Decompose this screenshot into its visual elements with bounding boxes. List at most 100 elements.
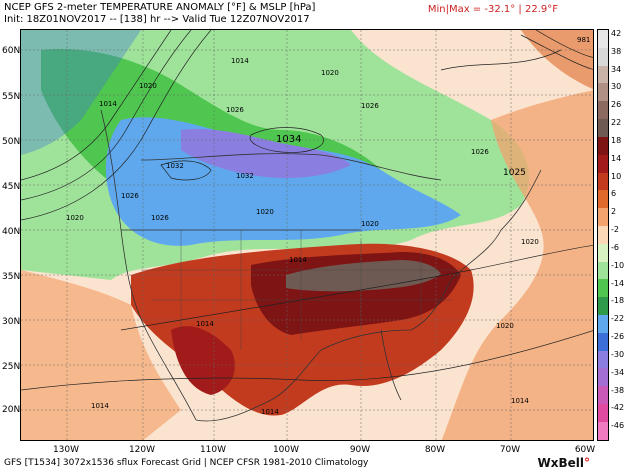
colorbar-label: -34 (611, 367, 625, 377)
isobar-label: 1026 (361, 102, 379, 110)
colorbar-label: 22 (611, 118, 622, 128)
lat-label: 30N (2, 317, 21, 327)
colorbar-swatch (598, 421, 608, 440)
colorbar-label: -30 (611, 349, 625, 359)
colorbar-swatch (598, 172, 608, 191)
colorbar-label: 14 (611, 153, 622, 163)
isobar-label: 1020 (256, 208, 274, 216)
colorbar-label: 42 (611, 29, 622, 38)
colorbar-label: 30 (611, 82, 622, 92)
lat-label: 60N (2, 46, 21, 56)
isobar-label: 1026 (121, 192, 139, 200)
lon-label: 80W (424, 445, 446, 455)
greenland-warm-patch (521, 30, 593, 90)
colorbar-swatch (598, 154, 608, 173)
isobar-label: 1020 (361, 220, 379, 228)
graticule (21, 30, 593, 440)
lat-label: 50N (2, 137, 21, 147)
colorbar-swatch (598, 47, 608, 66)
init-valid-line: Init: 18Z01NOV2017 -- [138] hr --> Valid… (4, 14, 310, 25)
lat-label: 40N (2, 227, 21, 237)
pressure-labels: 1014 1020 1014 1026 1020 1026 1034 1032 … (66, 36, 590, 416)
colorbar-swatch (598, 315, 608, 333)
isobar-label: 1020 (496, 322, 514, 330)
colorbar-swatch (598, 65, 608, 84)
hot-zone-gray (286, 260, 441, 292)
colorbar-label: -14 (611, 278, 625, 288)
colorbar-label: -42 (611, 403, 625, 413)
brand-logo: WxBell° (537, 456, 591, 470)
isobar-label: 1034 (276, 134, 301, 145)
temperature-anomaly-map: 1014 1020 1014 1026 1020 1026 1034 1032 … (20, 29, 594, 441)
lon-label: 130W (52, 445, 80, 455)
isobar-label: 1020 (521, 238, 539, 246)
colorbar-label: 6 (611, 189, 617, 199)
isobar-label: 1025 (503, 168, 526, 178)
colorbar-swatch (598, 83, 608, 102)
colorbar-label: 38 (611, 46, 622, 56)
colorbar-label: -6 (611, 242, 619, 252)
isobar-label: 1020 (139, 82, 157, 90)
colorbar-swatch (598, 136, 608, 155)
lon-label: 60W (574, 445, 596, 455)
isobar-label: 1014 (231, 57, 249, 65)
colorbar-label: -38 (611, 385, 625, 395)
colorbar-label: -10 (611, 260, 625, 270)
colorbar-swatch (598, 368, 608, 387)
lon-label: 90W (349, 445, 371, 455)
anomaly-colorbar (597, 29, 609, 441)
pacific-cool-patch (21, 30, 141, 155)
colorbar-label: -46 (611, 421, 625, 431)
colorbar-swatch (598, 225, 608, 244)
colorbar-swatch (598, 297, 608, 315)
lat-label: 25N (2, 362, 21, 372)
colorbar-label: 18 (611, 135, 622, 145)
isobar-label: 1032 (236, 172, 254, 180)
colorbar-swatch (598, 332, 608, 351)
lon-label: 110W (199, 445, 227, 455)
colorbar-label: 26 (611, 100, 622, 110)
isobar-label: 981 (577, 36, 590, 44)
isobar-label: 1014 (289, 256, 307, 264)
isobar-label: 1014 (511, 397, 529, 405)
colorbar-swatch (598, 119, 608, 137)
colorbar-label: 34 (611, 64, 622, 74)
colorbar-swatch (598, 190, 608, 209)
map-canvas: 1014 1020 1014 1026 1020 1026 1034 1032 … (21, 30, 593, 440)
lon-label: 120W (128, 445, 156, 455)
colorbar-swatch (598, 350, 608, 369)
isobar-label: 1014 (99, 100, 117, 108)
min-max-readout: Min|Max = -32.1° | 22.9°F (427, 4, 558, 15)
lat-label: 55N (2, 92, 21, 102)
footer-credit: GFS [T1534] 3072x1536 sflux Forecast Gri… (4, 458, 369, 468)
isobar-label: 1014 (196, 320, 214, 328)
colorbar-swatch (598, 404, 608, 422)
isobar-label: 1014 (91, 402, 109, 410)
colorbar-label: -18 (611, 296, 625, 306)
isobar-label: 1026 (151, 214, 169, 222)
pacific-mexico-warm (21, 270, 181, 440)
lat-label: 45N (2, 182, 21, 192)
map-title: NCEP GFS 2-meter TEMPERATURE ANOMALY [°F… (4, 2, 316, 13)
colorbar-label: -22 (611, 314, 625, 324)
lon-label: 100W (272, 445, 300, 455)
colorbar-swatch (598, 101, 608, 120)
isobar-label: 1020 (321, 69, 339, 77)
colorbar-label: -26 (611, 332, 625, 342)
isobar-label: 1026 (226, 106, 244, 114)
colorbar-label: 2 (611, 207, 617, 217)
colorbar-swatch (598, 208, 608, 226)
colorbar-label: -2 (611, 225, 619, 235)
colorbar-swatch (598, 386, 608, 405)
isobar-label: 1032 (166, 162, 184, 170)
isobars (21, 30, 593, 391)
atlantic-warm-zone (441, 90, 593, 440)
lat-label: 35N (2, 272, 21, 282)
colorbar-swatch (598, 261, 608, 280)
colorbar-swatch (598, 243, 608, 262)
isobar-label: 1026 (471, 148, 489, 156)
isobar-label: 1014 (261, 408, 279, 416)
colorbar-swatch (598, 30, 608, 48)
isobar-label: 1020 (66, 214, 84, 222)
lat-label: 20N (2, 405, 21, 415)
